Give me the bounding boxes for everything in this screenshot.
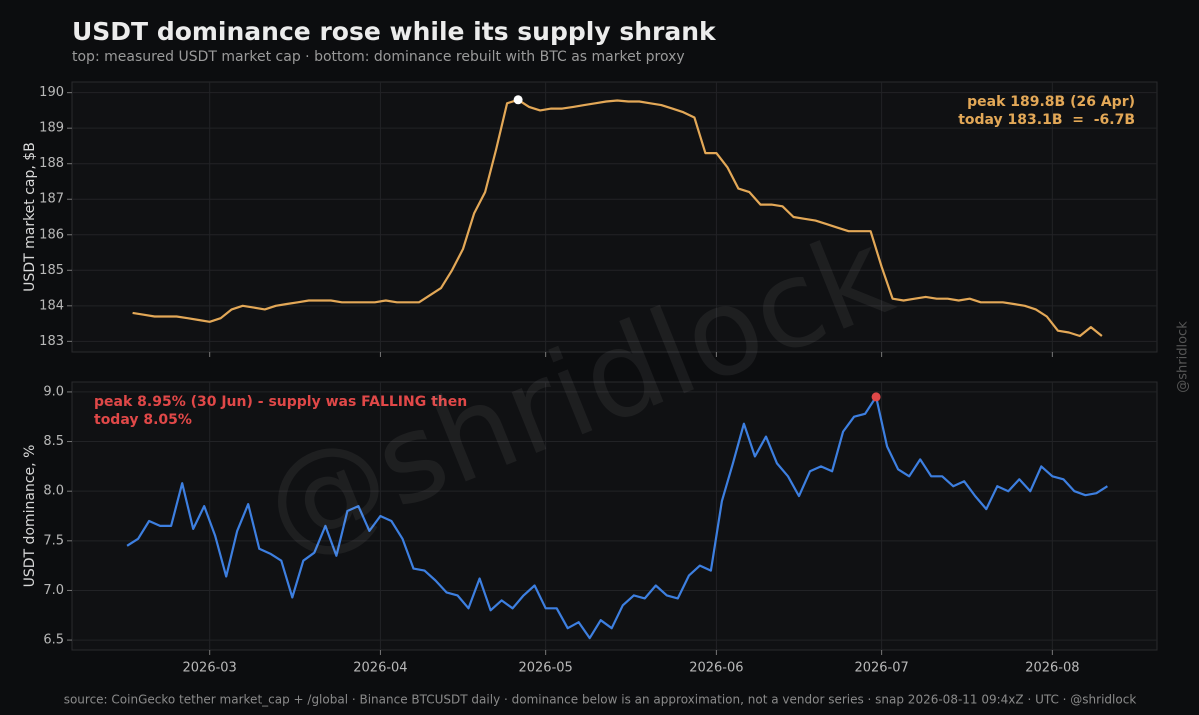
x-tick-label: 2026-04 bbox=[353, 661, 407, 676]
y-tick-label: 189 bbox=[39, 121, 64, 136]
y-tick-label: 8.5 bbox=[43, 434, 64, 449]
peak-marker bbox=[513, 95, 523, 105]
y-tick-label: 183 bbox=[39, 334, 64, 349]
side-credit: @shridlock bbox=[1176, 321, 1191, 393]
chart-subtitle: top: measured USDT market cap · bottom: … bbox=[72, 49, 685, 65]
x-tick-label: 2026-05 bbox=[518, 661, 572, 676]
y-tick-label: 186 bbox=[39, 227, 64, 242]
x-tick-label: 2026-03 bbox=[183, 661, 237, 676]
x-tick-label: 2026-07 bbox=[854, 661, 908, 676]
source-note: source: CoinGecko tether market_cap + /g… bbox=[64, 693, 1137, 707]
x-tick-label: 2026-06 bbox=[689, 661, 743, 676]
annotation: today 8.05% bbox=[94, 412, 192, 428]
y-tick-label: 9.0 bbox=[43, 384, 64, 399]
plot-area bbox=[71, 381, 1158, 651]
y-tick-label: 7.5 bbox=[43, 533, 64, 548]
annotation: peak 189.8B (26 Apr) bbox=[967, 94, 1135, 110]
series-line bbox=[132, 98, 1103, 338]
y-tick-label: 187 bbox=[39, 192, 64, 207]
y-tick-label: 7.0 bbox=[43, 583, 64, 598]
chart-title: USDT dominance rose while its supply shr… bbox=[72, 17, 717, 46]
y-tick-label: 190 bbox=[39, 85, 64, 100]
peak-marker bbox=[871, 392, 881, 402]
y-tick-label: 8.0 bbox=[43, 484, 64, 499]
annotation: today 183.1B = -6.7B bbox=[958, 112, 1135, 128]
y-tick-label: 185 bbox=[39, 263, 64, 278]
x-tick-label: 2026-08 bbox=[1025, 661, 1079, 676]
y-tick-label: 188 bbox=[39, 156, 64, 171]
y-tick-label: 6.5 bbox=[43, 633, 64, 648]
annotation: peak 8.95% (30 Jun) - supply was FALLING… bbox=[94, 394, 467, 410]
y-axis-label: USDT dominance, % bbox=[22, 445, 38, 588]
y-tick-label: 184 bbox=[39, 298, 64, 313]
y-axis-label: USDT market cap, $B bbox=[22, 142, 38, 292]
series-line bbox=[126, 395, 1108, 640]
